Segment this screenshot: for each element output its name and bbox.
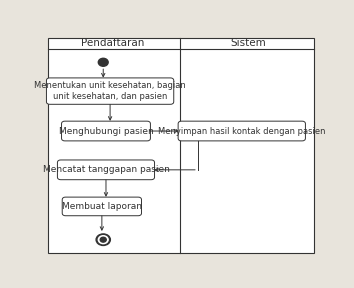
Text: Sistem: Sistem [231, 38, 267, 48]
FancyBboxPatch shape [57, 160, 155, 180]
FancyBboxPatch shape [62, 197, 142, 216]
Circle shape [96, 234, 110, 245]
Circle shape [100, 237, 106, 242]
FancyBboxPatch shape [62, 121, 150, 141]
Text: Menyimpan hasil kontak dengan pasien: Menyimpan hasil kontak dengan pasien [158, 126, 326, 136]
Circle shape [98, 236, 108, 244]
Text: Menghubungi pasien: Menghubungi pasien [59, 126, 153, 136]
Circle shape [98, 58, 108, 66]
Text: Pendaftaran: Pendaftaran [81, 38, 144, 48]
FancyBboxPatch shape [48, 38, 314, 253]
FancyBboxPatch shape [178, 121, 306, 141]
FancyBboxPatch shape [46, 78, 174, 104]
Text: Mencatat tanggapan pasien: Mencatat tanggapan pasien [42, 165, 170, 174]
Text: Menentukan unit kesehatan, bagian
unit kesehatan, dan pasien: Menentukan unit kesehatan, bagian unit k… [34, 81, 186, 101]
Text: Membuat laporan: Membuat laporan [62, 202, 142, 211]
